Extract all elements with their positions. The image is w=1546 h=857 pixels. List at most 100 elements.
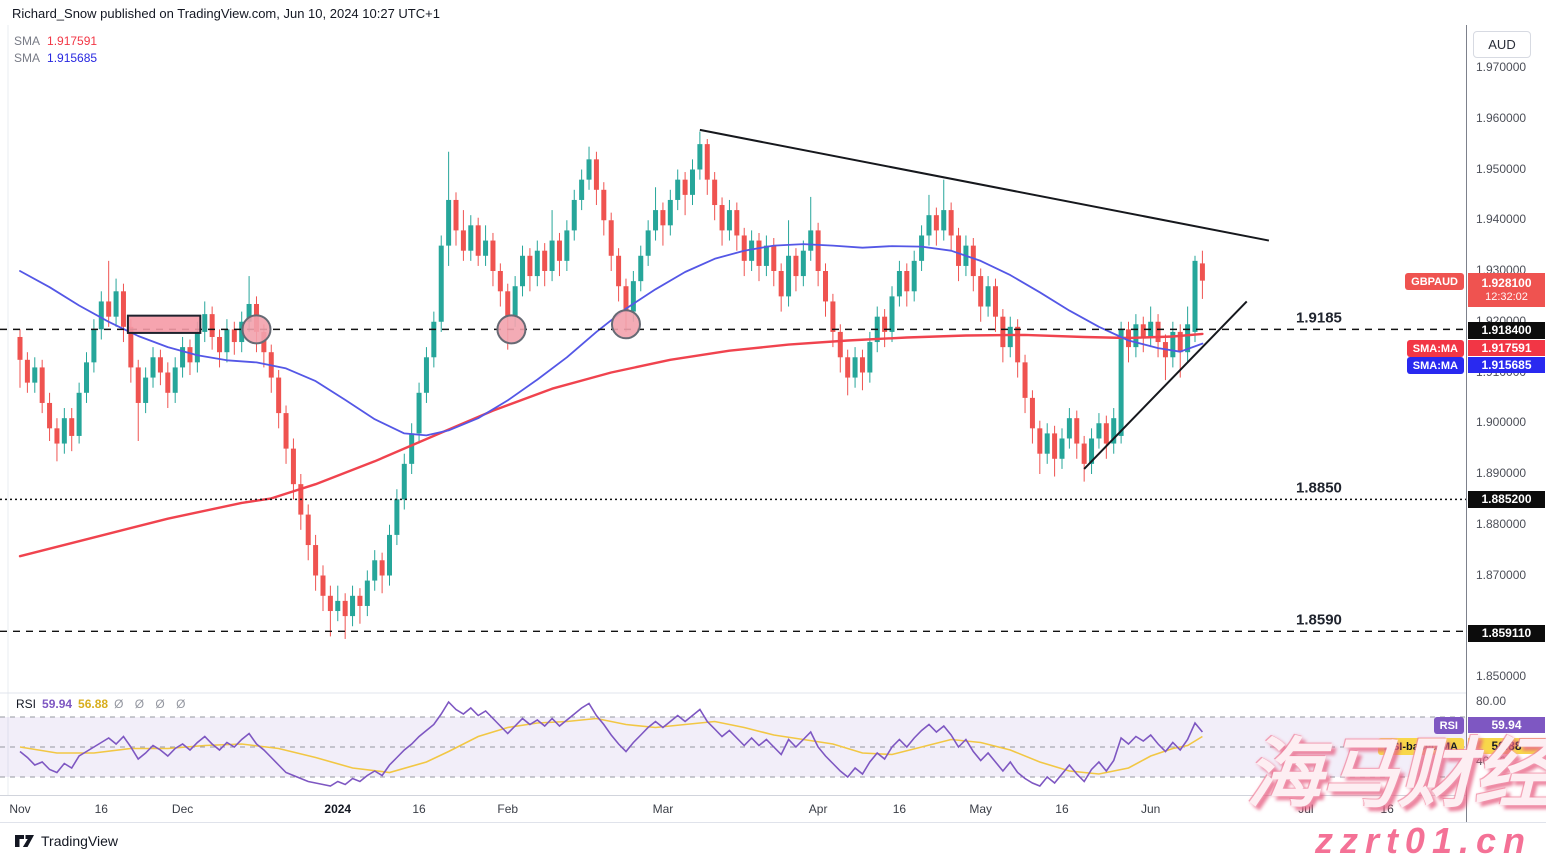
candle-body: [704, 144, 710, 180]
candle-body: [61, 418, 67, 444]
candle-body: [926, 215, 932, 236]
rsi-line[interactable]: [19, 700, 1204, 787]
candle-body: [786, 255, 792, 297]
candle-body: [283, 413, 289, 449]
candle-body: [379, 560, 385, 576]
candle-body: [1000, 316, 1006, 348]
trendline-ascending[interactable]: [1083, 300, 1248, 470]
highlight-circle-3[interactable]: [610, 309, 641, 340]
candle-body: [224, 329, 230, 353]
candle-body: [1037, 428, 1043, 454]
candle-body: [1155, 321, 1161, 343]
candle-body: [948, 210, 954, 236]
rsi-tick-40.00: 40.00: [1476, 754, 1507, 768]
candle-body: [468, 225, 474, 251]
highlight-rect-zone[interactable]: [126, 314, 202, 334]
candle-body: [601, 189, 607, 221]
price-axis[interactable]: AUD 1.970000 1.960000 1.950000 1.940000 1.93…: [1467, 0, 1546, 822]
price-tick-1.940000: 1.940000: [1476, 212, 1527, 227]
candle-body: [24, 359, 30, 383]
candle-body: [882, 316, 888, 332]
rsi-value-label: 59.94: [1468, 717, 1545, 733]
candle-body: [653, 210, 659, 231]
time-label-16: 16: [1055, 802, 1069, 816]
candle-body: [1140, 324, 1146, 337]
candle-body: [91, 329, 97, 363]
candle-body: [1192, 260, 1198, 332]
candle-body: [623, 286, 629, 312]
time-label-Mar: Mar: [652, 802, 674, 816]
rsi-legend-name: RSI: [16, 697, 37, 711]
candlestick-series[interactable]: [17, 131, 1205, 639]
price-tick-1.950000: 1.950000: [1476, 161, 1527, 176]
candle-body: [800, 250, 806, 277]
candle-body: [305, 514, 311, 546]
candle-body: [527, 255, 533, 277]
candle-body: [660, 210, 666, 226]
candle-body: [1022, 362, 1028, 398]
bottom-toolbar: TradingView: [0, 822, 1546, 857]
sma-blue-name: SMA: [14, 51, 41, 65]
price-tick-1.880000: 1.880000: [1476, 516, 1527, 531]
price-tick-1.870000: 1.870000: [1476, 567, 1527, 582]
time-label-Jul: Jul: [1298, 802, 1314, 816]
candle-body: [638, 255, 644, 282]
sma-red-name: SMA: [14, 34, 41, 48]
trendline-descending[interactable]: [699, 128, 1270, 242]
price-tick-1.890000: 1.890000: [1476, 466, 1527, 480]
legend-sma-blue[interactable]: SMA 1.915685: [14, 50, 104, 67]
candle-body: [143, 377, 149, 403]
highlight-circle-2[interactable]: [496, 314, 527, 345]
candle-body: [896, 271, 902, 297]
candle-body: [165, 372, 171, 393]
candle-body: [217, 336, 223, 353]
tradingview-logo[interactable]: TradingView: [14, 831, 118, 851]
candle-body: [423, 357, 429, 393]
candle-body: [741, 235, 747, 261]
candle-body: [771, 245, 777, 271]
rsi-legend[interactable]: RSI 59.94 56.88 Ø Ø Ø Ø: [16, 697, 195, 711]
tradingview-brand-text: TradingView: [41, 833, 119, 849]
candle-body: [157, 357, 163, 373]
candle-body: [571, 199, 577, 231]
candle-body: [689, 169, 695, 195]
time-label-16: 16: [94, 802, 108, 816]
rsi-legend-value: 59.94: [42, 697, 73, 711]
candle-body: [431, 321, 437, 358]
candle-body: [313, 545, 319, 576]
time-label-16: 16: [412, 802, 426, 816]
candle-body: [290, 448, 296, 485]
candle-body: [749, 240, 755, 261]
candle-body: [409, 433, 415, 464]
candle-body: [483, 240, 489, 256]
highlight-circle-1[interactable]: [241, 314, 272, 345]
sma-slow-line[interactable]: [18, 332, 1204, 558]
candle-body: [1029, 397, 1035, 429]
legend-sma-red[interactable]: SMA 1.917591: [14, 33, 104, 50]
time-label-16: 16: [1380, 802, 1394, 816]
currency-button[interactable]: AUD: [1473, 31, 1531, 58]
candle-body: [1015, 326, 1021, 363]
candle-body: [815, 230, 821, 271]
candle-body: [32, 367, 38, 383]
candle-body: [276, 377, 282, 414]
sma-fast-line[interactable]: [19, 243, 1204, 437]
candle-body: [712, 179, 718, 206]
chart-canvas[interactable]: 1.9185 1.8850 1.8590: [0, 25, 1466, 795]
candle-body: [608, 220, 614, 256]
candle-body: [246, 303, 252, 322]
time-axis[interactable]: Nov 16 Dec 2024 16 Feb Mar Apr 16 May 16 Jun Jul 16: [0, 795, 1466, 823]
time-label-May: May: [969, 802, 993, 816]
rsi-ma-legend-value: 56.88: [78, 697, 109, 711]
candle-body: [941, 210, 947, 231]
countdown-timer: 12:32:02: [1485, 290, 1528, 303]
candle-body: [172, 367, 178, 393]
price-tick-1.850000: 1.850000: [1476, 669, 1527, 683]
candle-body: [475, 225, 481, 256]
candle-body: [187, 347, 193, 363]
candle-body: [1177, 331, 1183, 353]
candle-body: [630, 281, 636, 312]
candle-body: [1096, 423, 1102, 439]
candle-body: [76, 392, 82, 436]
